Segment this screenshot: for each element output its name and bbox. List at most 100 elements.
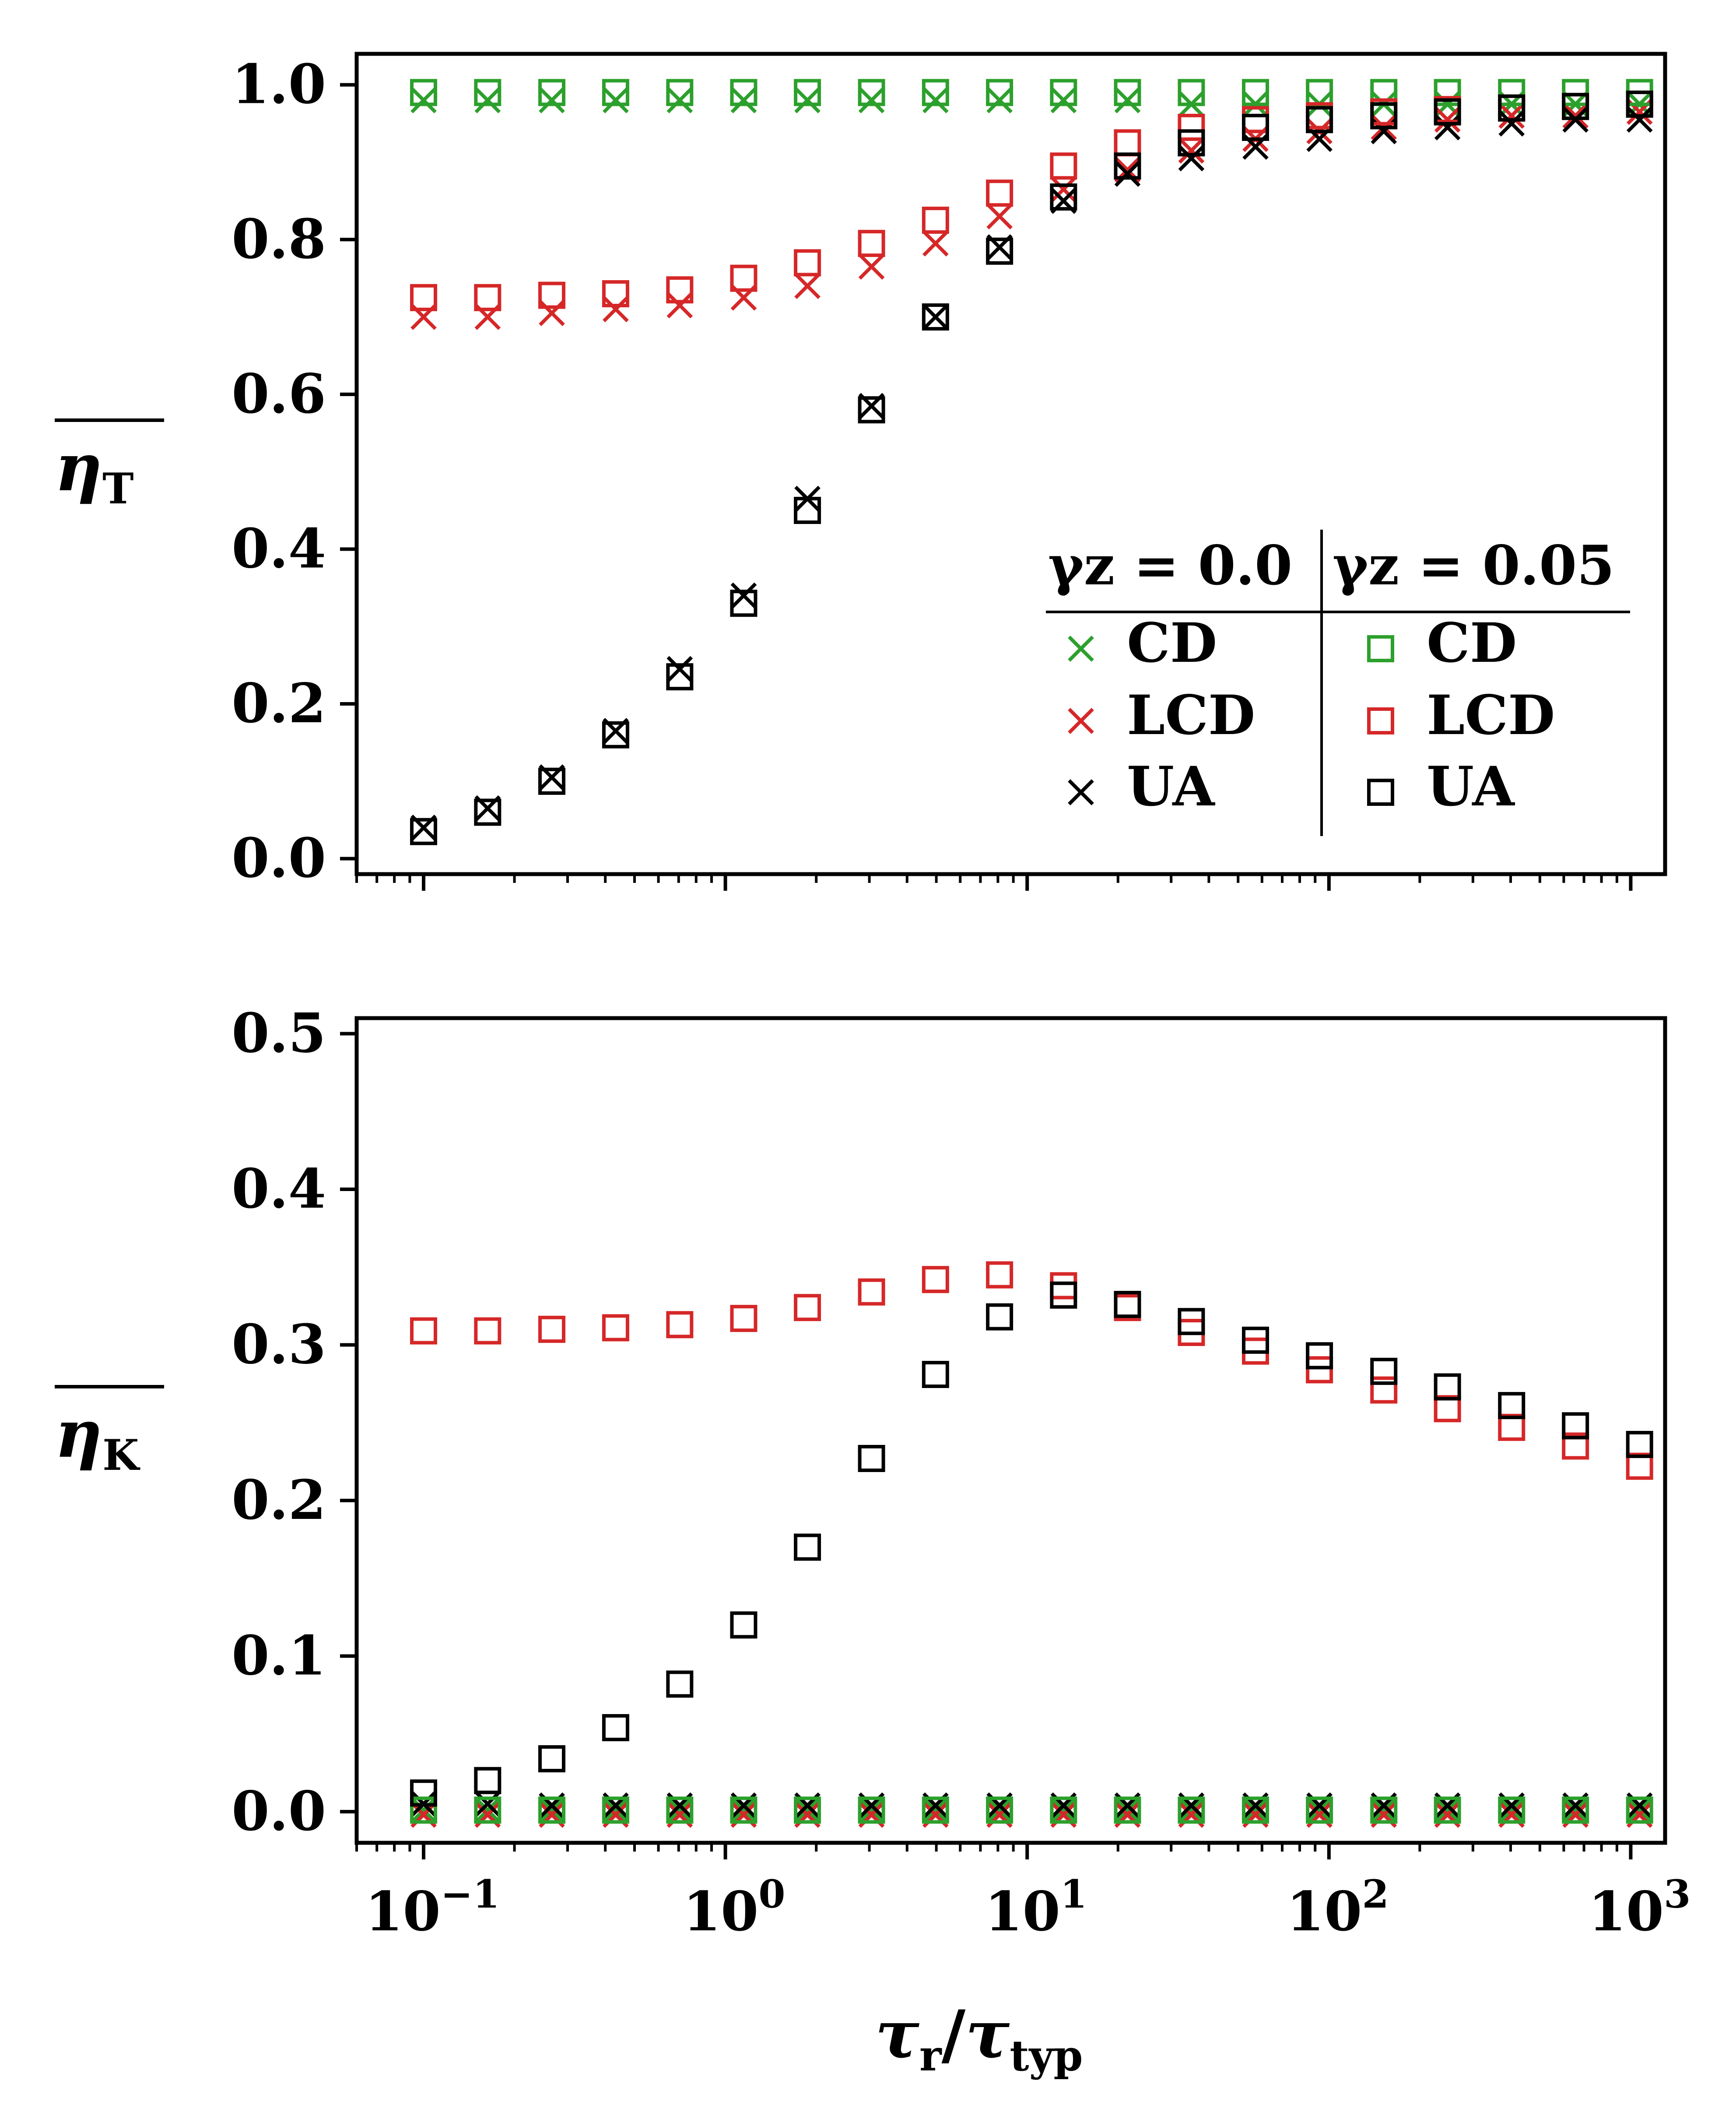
top-point-ua-x-4 [666,656,693,682]
bot-point-cd-square-7 [858,1796,885,1824]
legend-marker-square-cd [1367,635,1394,662]
bot-point-cd-x-16 [1434,1797,1461,1824]
top-point-ua-square-17 [1498,94,1526,122]
bot-point-cd-square-16 [1434,1796,1461,1824]
top-point-lcd-x-3 [603,296,629,323]
top-point-lcd-square-2 [538,281,565,309]
bot-point-cd-square-15 [1370,1796,1398,1824]
legend-label-cd-x: CD [1127,611,1217,675]
bot-point-lcd-square-3 [602,1314,629,1342]
bot-point-cd-x-6-stroke-b [794,1797,821,1824]
legend-left-markers [1068,636,1094,805]
legend-right-markers [1367,635,1394,806]
bot-point-lcd-square-15 [1370,1376,1398,1404]
top-point-cd-x-9-stroke-b [986,87,1013,113]
bottom-y-label-text: ηK [55,1395,140,1480]
top-point-lcd-square-0 [410,284,437,311]
bot-ytick-label-0: 0.0 [231,1780,326,1843]
bot-ytick-label-2: 0.2 [231,1469,326,1532]
bot-point-cd-x-0-stroke-b [410,1797,437,1824]
top-point-lcd-x-16 [1434,106,1461,133]
top-point-ua-square-9 [986,237,1014,265]
bot-point-cd-x-11 [1114,1797,1141,1824]
bot-point-ua-square-13 [1242,1326,1269,1354]
top-point-ua-square-8 [922,303,949,331]
top-point-cd-square-8 [922,79,949,106]
bot-point-ua-square-15 [1370,1357,1398,1385]
top-point-ua-square-5 [730,590,758,617]
top-point-ua-square-4 [666,663,694,691]
legend-marker-square-lcd [1367,707,1394,734]
legend-marker-x-lcd-stroke-b [1068,708,1094,734]
top-point-cd-x-7 [858,87,885,113]
top-point-cd-square-10 [1050,79,1077,106]
top-point-lcd-x-7-stroke-b [858,253,885,280]
bot-point-lcd-square-6 [794,1294,821,1321]
top-point-ua-square-16 [1434,98,1461,126]
top-point-ua-square-19 [1626,90,1653,118]
bot-point-lcd-square-18 [1562,1432,1589,1460]
top-point-ua-square-3 [602,721,629,748]
top-point-lcd-x-8-stroke-b [922,230,949,257]
bot-point-cd-square-8 [922,1796,949,1824]
top-point-ua-square-7 [858,396,885,424]
legend-marker-x-cd [1068,636,1094,662]
top-point-cd-x-3 [603,87,629,113]
top-point-lcd-square-4 [666,276,694,304]
top-point-lcd-x-9-stroke-b [986,203,1013,230]
bot-point-cd-square-6 [794,1796,821,1824]
bot-point-cd-x-12 [1178,1797,1205,1824]
bot-point-cd-square-1 [474,1796,502,1824]
bot-point-ua-square-11 [1114,1291,1141,1318]
bot-point-cd-x-12-stroke-b [1178,1797,1205,1824]
top-point-cd-x-2-stroke-b [539,87,565,113]
bot-point-cd-x-10 [1050,1797,1077,1824]
bot-point-cd-x-14-stroke-b [1306,1797,1333,1824]
top-y-ticks: 0.0 0.2 0.4 0.6 0.8 1.0 [231,53,357,890]
top-point-lcd-x-4 [666,292,693,319]
top-point-lcd-square-6 [794,249,821,277]
top-point-ua-x-19 [1626,106,1653,133]
bot-point-cd-x-19-stroke-b [1626,1797,1653,1824]
top-point-lcd-x-6 [794,273,821,299]
top-point-lcd-square-10 [1050,152,1077,180]
top-point-cd-x-3-stroke-b [603,87,629,113]
top-point-cd-x-8-stroke-b [922,87,949,113]
bot-point-cd-x-1-stroke-b [474,1797,501,1824]
bot-point-cd-square-0 [410,1796,437,1824]
top-point-cd-square-1 [474,79,502,106]
legend-label-lcd-square: LCD [1427,684,1555,747]
top-point-ua-x-4-stroke-b [666,656,693,682]
top-point-cd-x-1 [474,87,501,113]
bot-point-cd-square-5 [730,1796,758,1824]
bot-point-ua-square-12 [1178,1308,1205,1335]
top-point-lcd-x-16-stroke-b [1434,106,1461,133]
top-point-lcd-square-1 [474,284,502,311]
bot-point-cd-x-9 [986,1797,1013,1824]
top-point-ua-square-13 [1242,113,1269,141]
top-point-ua-square-18 [1562,93,1589,120]
top-point-lcd-square-5 [730,264,758,292]
top-point-ua-square-14 [1306,106,1333,134]
top-point-cd-square-13 [1242,79,1269,106]
bot-point-cd-x-5-stroke-b [730,1797,757,1824]
top-point-ua-square-12 [1178,129,1205,157]
bottom-data-marks [410,1261,1653,1828]
top-point-ua-x-19-stroke-b [1626,106,1653,133]
top-point-ua-square-2 [538,767,565,795]
bottom-panel: 0.0 0.1 0.2 0.3 0.4 0.5 10−1 100 101 102 103 ηK τ… [55,1002,1690,2080]
bot-point-ua-square-0 [410,1779,437,1807]
top-point-lcd-x-9 [986,203,1013,230]
bot-point-cd-x-13-stroke-b [1242,1797,1269,1824]
top-point-cd-x-11-stroke-b [1114,87,1141,113]
bot-point-cd-square-10 [1050,1796,1077,1824]
bot-point-lcd-square-14 [1306,1356,1333,1384]
top-point-lcd-square-12 [1178,113,1205,141]
bottom-y-axis-label: ηK [55,1385,164,1480]
bot-point-cd-x-2 [539,1797,565,1824]
bot-point-ua-square-8 [922,1361,949,1388]
top-point-cd-x-8 [922,87,949,113]
top-point-lcd-square-9 [986,179,1014,207]
bot-point-cd-x-2-stroke-b [539,1797,565,1824]
bot-point-cd-square-19 [1626,1796,1653,1824]
